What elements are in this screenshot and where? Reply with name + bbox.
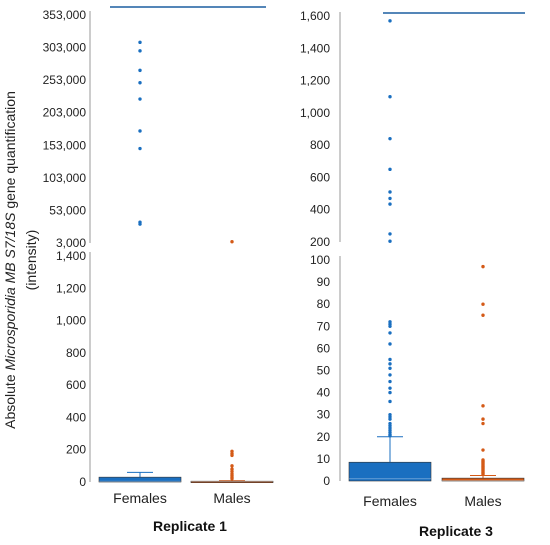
outlier-point-females (388, 190, 392, 194)
y-tick-label: 1,400 (56, 249, 86, 263)
outlier-point-males (230, 477, 234, 481)
y-tick-label: 600 (310, 170, 330, 184)
outlier-point-females (138, 49, 142, 53)
y-tick-label: 1,200 (56, 281, 86, 295)
outlier-point-females (388, 433, 392, 438)
chart-replicate-3: 1,6001,4001,2001,00080060040020010090807… (300, 9, 525, 539)
outlier-point-females (388, 417, 392, 421)
outlier-point-females (388, 167, 392, 172)
outlier-point-males (481, 417, 485, 421)
y-tick-label: 303,000 (43, 41, 87, 55)
y-tick-label: 153,000 (43, 138, 87, 152)
outlier-point-males (230, 464, 234, 468)
box-females (348, 461, 432, 482)
outlier-point-females (388, 342, 392, 346)
y-tick-label: 90 (317, 275, 331, 289)
x-category-label: Males (464, 493, 501, 509)
outlier-point-males (481, 448, 485, 452)
y-tick-label: 253,000 (43, 73, 87, 87)
y-tick-label: 1,200 (300, 74, 330, 88)
y-tick-label: 100 (310, 253, 330, 267)
y-axis-label-line2: (intensity) (23, 230, 39, 291)
outlier-point-females (388, 202, 392, 206)
y-axis-label: Absolute Microsporidia MB S7/18S gene qu… (2, 91, 39, 429)
y-tick-label: 10 (317, 452, 331, 466)
y-tick-label: 800 (310, 138, 330, 152)
outlier-point-females (138, 129, 142, 133)
y-tick-label: 1,600 (300, 9, 330, 23)
y-tick-label: 50 (317, 364, 331, 378)
outlier-point-females (138, 222, 142, 226)
outlier-point-females (388, 136, 392, 141)
outlier-point-males (230, 469, 234, 474)
x-category-label: Females (113, 490, 167, 506)
replicate-title: Replicate 1 (153, 518, 227, 534)
outlier-point-females (388, 362, 392, 366)
y-tick-label: 1,400 (300, 41, 330, 55)
box-females (98, 476, 182, 483)
outlier-point-females (388, 390, 392, 395)
outlier-point-males (230, 449, 234, 454)
outlier-point-females (388, 232, 392, 236)
y-tick-label: 1,000 (56, 314, 86, 328)
y-tick-label: 203,000 (43, 106, 87, 120)
outlier-point-females (388, 324, 392, 328)
y-tick-label: 600 (66, 378, 86, 392)
outlier-point-males (481, 302, 485, 306)
outlier-point-males (481, 472, 485, 477)
outlier-point-females (388, 386, 392, 390)
y-tick-label: 3,000 (56, 236, 86, 250)
y-tick-label: 40 (317, 386, 331, 400)
outlier-point-males (481, 313, 485, 317)
x-category-label: Males (213, 490, 250, 506)
y-tick-label: 103,000 (43, 171, 87, 185)
outlier-point-females (388, 373, 392, 377)
y-tick-label: 0 (79, 475, 86, 489)
outlier-point-females (388, 379, 392, 384)
outlier-point-females (138, 40, 142, 45)
y-tick-label: 200 (66, 443, 86, 457)
outlier-point-males (481, 264, 485, 269)
outlier-point-males (230, 453, 234, 458)
chart-replicate-1: 353,000 303,000 253,000 203,000 153,000 103,0… (43, 6, 274, 534)
y-tick-label: 53,000 (49, 203, 86, 217)
y-tick-label: 80 (317, 297, 331, 311)
outlier-point-females (388, 366, 392, 370)
y-tick-label: 353,000 (43, 8, 87, 22)
outlier-point-females (138, 146, 142, 151)
y-tick-label: 30 (317, 408, 331, 422)
outlier-point-males (481, 421, 485, 426)
outlier-point-females (388, 357, 392, 362)
outlier-point-males (481, 404, 485, 408)
y-tick-label: 200 (310, 235, 330, 249)
y-tick-label: 1,000 (300, 106, 330, 120)
y-tick-label: 70 (317, 319, 331, 333)
box-males (441, 477, 525, 482)
y-tick-label: 20 (317, 430, 331, 444)
y-tick-label: 800 (66, 346, 86, 360)
outlier-point-females (388, 399, 392, 404)
outlier-point-females (138, 68, 142, 73)
y-axis-label-line1: Absolute Microsporidia MB S7/18S gene qu… (2, 91, 18, 429)
outlier-point-females (138, 81, 142, 85)
replicate-title: Replicate 3 (419, 523, 493, 539)
outlier-point-females (388, 239, 392, 243)
outlier-point-females (388, 331, 392, 335)
outlier-point-females (388, 95, 392, 99)
y-tick-label: 0 (323, 474, 330, 488)
outlier-point-females (388, 19, 392, 23)
outlier-point-females (388, 196, 392, 201)
outlier-point-males (230, 239, 234, 244)
y-tick-label: 60 (317, 341, 331, 355)
y-tick-label: 400 (310, 203, 330, 217)
outlier-point-males (230, 467, 234, 471)
x-category-label: Females (363, 493, 417, 509)
outlier-point-females (138, 97, 142, 101)
y-tick-label: 400 (66, 410, 86, 424)
